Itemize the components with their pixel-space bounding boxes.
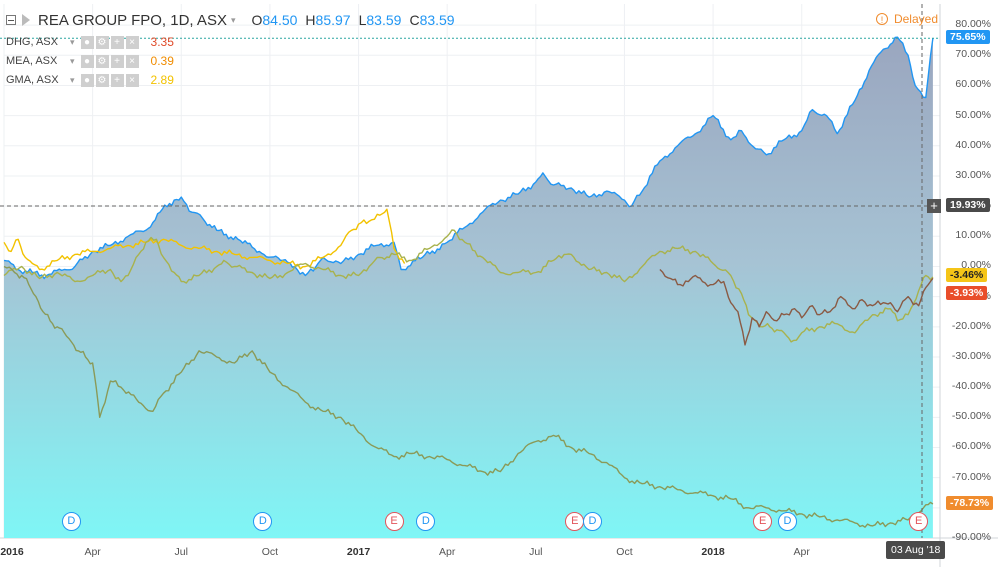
series-line <box>3 229 934 343</box>
close-icon[interactable]: × <box>125 35 139 49</box>
x-tick-label: Apr <box>793 546 810 558</box>
chevron-down-icon[interactable]: ▾ <box>230 14 236 25</box>
high-label: H <box>305 12 316 28</box>
y-tick-label: -40.00% <box>951 380 991 393</box>
earnings-marker[interactable]: E <box>384 512 404 531</box>
x-tick-label: Jul <box>529 546 543 558</box>
eye-icon[interactable]: ● <box>80 35 94 49</box>
y-tick-label: -60.00% <box>951 440 991 453</box>
series-layer <box>3 36 934 538</box>
legend-value: 0.39 <box>150 54 174 68</box>
legend-value: 2.89 <box>150 73 174 87</box>
series-line <box>3 36 934 280</box>
earnings-marker[interactable]: E <box>909 512 929 531</box>
delayed-label: Delayed <box>893 12 938 26</box>
gear-icon[interactable]: ⚙ <box>95 35 109 49</box>
close-value: 83.59 <box>419 12 455 28</box>
legend-name: DHG, ASX <box>6 36 58 48</box>
last-value-badge-gma: -3.46% <box>946 268 988 282</box>
y-tick-label: 70.00% <box>955 48 991 61</box>
legend-value: 3.35 <box>150 35 174 49</box>
legend-mea[interactable]: MEA, ASX ▾ ● ⚙ + × 0.39 <box>6 52 174 70</box>
legend-gma[interactable]: GMA, ASX ▾ ● ⚙ + × 2.89 <box>6 71 174 89</box>
warning-icon: ! <box>875 13 888 25</box>
plus-icon[interactable]: + <box>110 54 124 68</box>
high-value: 85.97 <box>315 12 351 28</box>
series-line <box>659 268 934 346</box>
low-value: 83.59 <box>366 12 402 28</box>
y-tick-label: -70.00% <box>951 470 991 483</box>
chevron-down-icon[interactable]: ▾ <box>70 55 75 66</box>
x-tick-label: 2016 <box>0 546 24 558</box>
y-tick-label: -90.00% <box>951 531 991 543</box>
x-tick-label: Apr <box>439 546 456 558</box>
symbol-title[interactable]: REA GROUP FPO, 1D, ASX <box>38 11 227 29</box>
chevron-down-icon[interactable]: ▾ <box>70 36 75 47</box>
collapse-icon[interactable] <box>6 15 16 25</box>
legend-name: GMA, ASX <box>6 74 59 86</box>
x-tick-label: Oct <box>261 546 279 558</box>
x-tick-label: 2017 <box>346 546 371 558</box>
y-tick-label: 50.00% <box>955 108 991 121</box>
ohlc-values: O84.50 H85.97 L83.59 C83.59 <box>251 12 454 28</box>
plus-icon[interactable]: + <box>110 35 124 49</box>
y-tick-label: 30.00% <box>955 168 991 181</box>
y-tick-label: 60.00% <box>955 78 991 91</box>
overlay-layer <box>0 4 940 538</box>
dividend-marker[interactable]: D <box>778 512 798 531</box>
dividend-marker[interactable]: D <box>416 512 436 531</box>
series-area-rea <box>4 37 933 538</box>
eye-icon[interactable]: ● <box>80 73 94 87</box>
x-tick-label: Jul <box>174 546 188 558</box>
x-tick-label: 2018 <box>701 546 725 558</box>
delayed-indicator[interactable]: ! Delayed <box>875 12 938 26</box>
gear-icon[interactable]: ⚙ <box>95 73 109 87</box>
series-line <box>3 265 934 528</box>
dividend-marker[interactable]: D <box>583 512 603 531</box>
dividend-marker[interactable]: D <box>253 512 273 531</box>
open-value: 84.50 <box>262 12 298 28</box>
chevron-down-icon[interactable]: ▾ <box>70 74 75 85</box>
earnings-marker[interactable]: E <box>753 512 773 531</box>
close-icon[interactable]: × <box>125 73 139 87</box>
open-label: O <box>251 12 263 28</box>
plus-icon[interactable]: + <box>110 73 124 87</box>
y-tick-label: -30.00% <box>951 349 991 362</box>
eye-icon[interactable]: ● <box>80 54 94 68</box>
flag-icon[interactable] <box>22 14 30 26</box>
y-tick-label: 80.00% <box>955 18 991 31</box>
legend-name: MEA, ASX <box>6 55 58 67</box>
x-tick-label: Apr <box>84 546 101 558</box>
gear-icon[interactable]: ⚙ <box>95 54 109 68</box>
y-tick-label: -50.00% <box>951 410 991 423</box>
y-tick-label: 40.00% <box>955 138 991 151</box>
series-line <box>3 208 406 271</box>
dividend-marker[interactable]: D <box>61 512 81 531</box>
close-icon[interactable]: × <box>125 54 139 68</box>
add-alert-icon[interactable]: + <box>927 199 941 213</box>
last-value-badge-dhg: -3.93% <box>946 286 988 300</box>
last-value-badge-rea: 75.65% <box>946 30 990 45</box>
last-value-badge-mea: -78.73% <box>946 495 994 510</box>
x-tick-label: Oct <box>616 546 633 558</box>
low-label: L <box>358 12 367 28</box>
title-row: REA GROUP FPO, 1D, ASX ▾ O84.50 H85.97 L… <box>6 9 455 31</box>
crosshair-value-badge: 19.93% <box>946 198 990 212</box>
crosshair-date-badge: 03 Aug '18 <box>886 541 946 559</box>
legend-dhg[interactable]: DHG, ASX ▾ ● ⚙ + × 3.35 <box>6 33 174 51</box>
y-tick-label: -20.00% <box>951 319 991 332</box>
y-tick-label: 10.00% <box>955 229 991 242</box>
close-label: C <box>409 12 420 28</box>
